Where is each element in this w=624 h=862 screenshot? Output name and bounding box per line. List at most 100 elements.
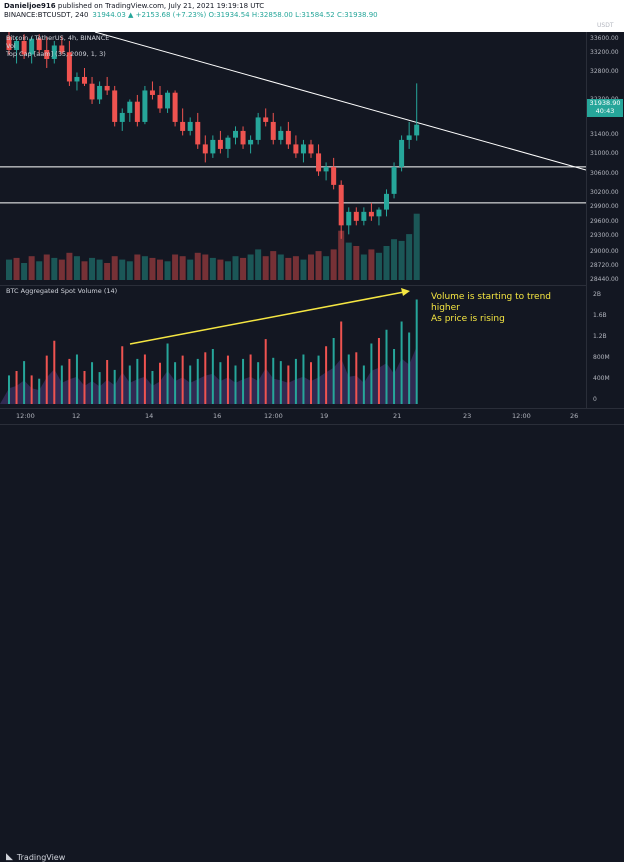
volume-bar (406, 234, 413, 280)
tradingview-logo[interactable]: ◣ TradingView (6, 852, 65, 862)
candle-body (263, 117, 269, 122)
volume-bar (292, 256, 299, 280)
volume-bar (134, 254, 141, 280)
publish-info: Danieljoe916 published on TradingView.co… (4, 2, 620, 11)
candle-body (51, 45, 57, 59)
volume-bar (300, 259, 307, 280)
candle-body (240, 130, 246, 145)
indicator-pane[interactable] (0, 285, 586, 409)
volume-bar (141, 256, 148, 280)
volume-bar (89, 257, 96, 280)
volume-bar (345, 242, 352, 280)
price-tick-label: 31400.00 (590, 131, 619, 138)
spot-volume-bar (219, 362, 222, 404)
spot-volume-bar (174, 362, 177, 404)
time-axis[interactable] (0, 408, 624, 425)
candle-body (210, 139, 216, 154)
candle-body (44, 49, 50, 59)
author-name[interactable]: Danieljoe916 (4, 2, 56, 10)
volume-bar (330, 249, 337, 280)
price-tick-label: 33600.00 (590, 35, 619, 42)
spot-volume-bar (370, 343, 373, 404)
spot-volume-bar (189, 365, 192, 404)
volume-bar (383, 246, 390, 280)
indicator-svg (0, 288, 418, 404)
spot-volume-bar (113, 369, 116, 404)
legend-volume[interactable]: Vol (6, 42, 16, 50)
time-tick-label: 12 (72, 412, 81, 420)
candle-body (112, 90, 118, 122)
candle-body (399, 139, 405, 167)
candle-body (127, 101, 133, 113)
candle-body (248, 139, 254, 145)
spot-volume-bar (226, 355, 229, 404)
annotation-line-1: Volume is starting to trend higher (431, 292, 552, 313)
symbol-label: BINANCE:BTCUSDT, 240 (4, 11, 89, 19)
volume-bar (375, 252, 382, 280)
volume-bar (36, 261, 43, 280)
volume-bar (315, 251, 322, 280)
volume-bar (285, 257, 292, 280)
chart-legend: Bitcoin / TetherUS, 4h, BINANCE Vol Top … (6, 34, 109, 58)
volume-bar (28, 256, 35, 280)
spot-volume-bar (196, 358, 199, 404)
volume-bar (255, 249, 262, 280)
candle-body (119, 112, 125, 122)
volume-bar (51, 257, 58, 280)
volume-bar (360, 254, 367, 280)
spot-volume-bar (53, 340, 56, 404)
legend-indicator[interactable]: Top Cap [aam] (35, 2009, 1, 3) (6, 50, 106, 58)
brand-name: TradingView (16, 852, 66, 862)
candle-body (202, 144, 208, 154)
spot-volume-bar (60, 365, 63, 404)
price-tick-label: 29900.00 (590, 203, 619, 210)
spot-volume-bar (38, 378, 41, 404)
time-tick-label: 21 (393, 412, 402, 420)
spot-volume-bar (181, 355, 184, 404)
candle-body (316, 153, 322, 172)
spot-volume-bar (347, 354, 350, 404)
volume-bar (368, 249, 375, 280)
candle-body (406, 135, 412, 140)
price-tick-label: 30600.00 (590, 170, 619, 177)
spot-volume-bar (98, 372, 101, 404)
volume-bar (262, 256, 269, 280)
candle-body (331, 166, 337, 185)
spot-volume-bar (272, 357, 275, 404)
candle-body (217, 139, 223, 149)
price-axis[interactable]: 33600.0033200.0032800.0032300.0031400.00… (586, 32, 624, 408)
price-tick-label: 30200.00 (590, 189, 619, 196)
volume-bar (96, 259, 103, 280)
spot-volume-bar (242, 358, 245, 404)
spot-volume-bar (15, 371, 18, 404)
volume-bar (232, 256, 239, 280)
candle-body (414, 124, 420, 136)
volume-bar (172, 254, 179, 280)
price-tick-label: 31000.00 (590, 150, 619, 157)
candle-body (149, 90, 155, 95)
spot-volume-bar (45, 355, 48, 404)
candle-body (233, 130, 238, 138)
volume-bar (6, 259, 12, 280)
legend-symbol[interactable]: Bitcoin / TetherUS, 4h, BINANCE (6, 34, 110, 42)
spot-volume-bar (106, 360, 109, 404)
candle-body (346, 211, 352, 226)
spot-volume-bar (264, 339, 267, 404)
volume-bar (247, 254, 254, 280)
candle-body (134, 101, 140, 122)
candle-body (142, 90, 148, 122)
ohlc-values: 31944.03 ▲ +2153.68 (+7.23%) O:31934.54 … (92, 11, 378, 19)
symbol-ohlc: BINANCE:BTCUSDT, 240 31944.03 ▲ +2153.68… (4, 11, 620, 20)
indicator-legend[interactable]: BTC Aggregated Spot Volume (14) (6, 287, 118, 295)
volume-annotation: Volume is starting to trend higher As pr… (431, 292, 581, 325)
publish-header: Danieljoe916 published on TradingView.co… (0, 0, 624, 32)
volume-tick-label: 2B (593, 291, 601, 298)
bar-countdown: 40:43 (595, 107, 615, 115)
price-chart[interactable] (0, 32, 586, 285)
spot-volume-bar (302, 354, 305, 404)
candle-body (368, 211, 374, 217)
time-tick-label: 26 (570, 412, 579, 420)
spot-volume-bar (68, 358, 71, 404)
spot-volume-bar (377, 338, 380, 404)
volume-bar (202, 254, 209, 280)
